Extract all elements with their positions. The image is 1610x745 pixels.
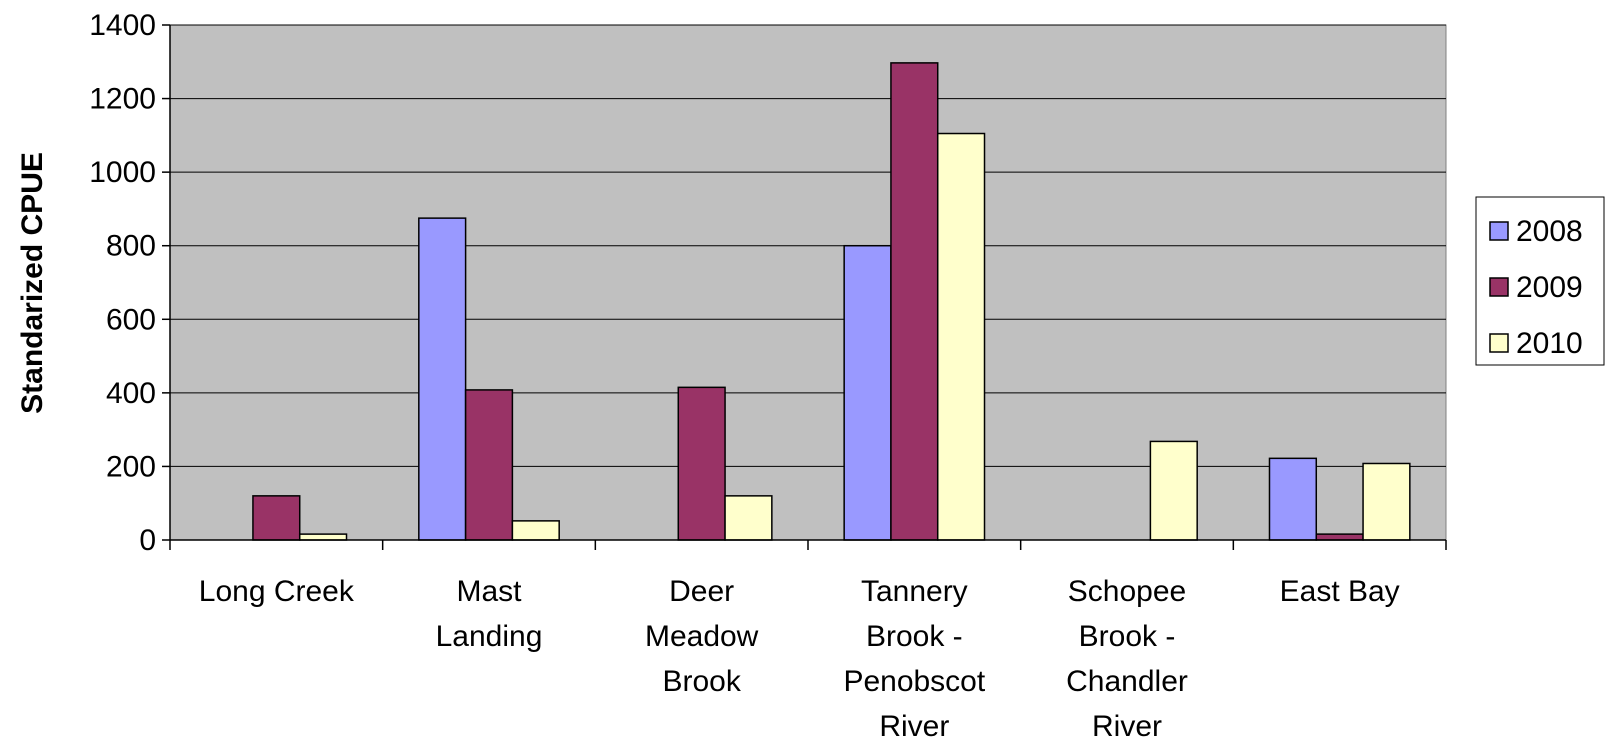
legend-swatch-2008 [1489,221,1509,241]
legend-label-2010: 2010 [1516,327,1583,360]
y-tick-label: 1400 [89,9,156,42]
bar-2008-3 [843,244,892,541]
x-category-label: Penobscot [843,665,985,698]
bar-2010-1 [511,520,560,541]
bar-2010-3 [936,132,986,541]
x-category-label: River [1092,710,1162,743]
legend-label-2008: 2008 [1516,215,1583,248]
axes [162,24,1447,550]
gridlines [170,24,1446,467]
y-tick-label: 400 [106,377,156,410]
bar-2009-5 [1315,533,1364,541]
x-category-label: Mast [456,575,522,608]
legend-label-2009: 2009 [1516,271,1583,304]
x-category-labels: Long Creek Mast Landing Deer Meadow Brook Tann… [199,575,1400,743]
x-category-label: Chandler [1066,665,1188,698]
x-category-label: Brook [662,665,741,698]
legend-swatch-2010 [1489,333,1509,353]
y-tick-label: 600 [106,303,156,336]
x-category-label: Deer [669,575,734,608]
bar-2008-1 [418,217,467,541]
y-tick-label: 1200 [89,83,156,116]
x-category-label: Brook - [1079,620,1176,653]
x-category-label: Tannery [861,575,968,608]
bar-2010-0 [298,533,348,541]
bar-2010-5 [1362,462,1411,541]
bar-2010-4 [1149,440,1198,541]
bar-2009-1 [464,389,514,541]
plot-area [169,24,1447,541]
bar-2009-3 [890,62,939,541]
y-tick-label: 200 [106,450,156,483]
bar-2008-5 [1268,457,1318,541]
x-category-label: Schopee [1068,575,1186,608]
legend: 2008 2009 2010 [1475,196,1605,366]
bar-2009-2 [677,386,726,541]
y-tick-label: 1000 [89,156,156,189]
x-category-label: Meadow [645,620,759,653]
x-category-label: Landing [436,620,543,653]
x-category-label: Brook - [866,620,963,653]
y-tick-labels: 0 200 400 600 800 1000 1200 1400 [89,9,156,557]
legend-swatch-2009 [1489,277,1509,297]
y-tick-label: 0 [139,524,156,557]
y-tick-label: 800 [106,230,156,263]
x-category-label: River [879,710,949,743]
bars [252,62,1411,541]
x-category-label: East Bay [1280,575,1400,608]
bar-2009-0 [252,495,301,541]
bar-2010-2 [724,495,773,541]
x-category-label: Long Creek [199,575,355,608]
y-axis-label: Standarized CPUE [16,152,49,414]
